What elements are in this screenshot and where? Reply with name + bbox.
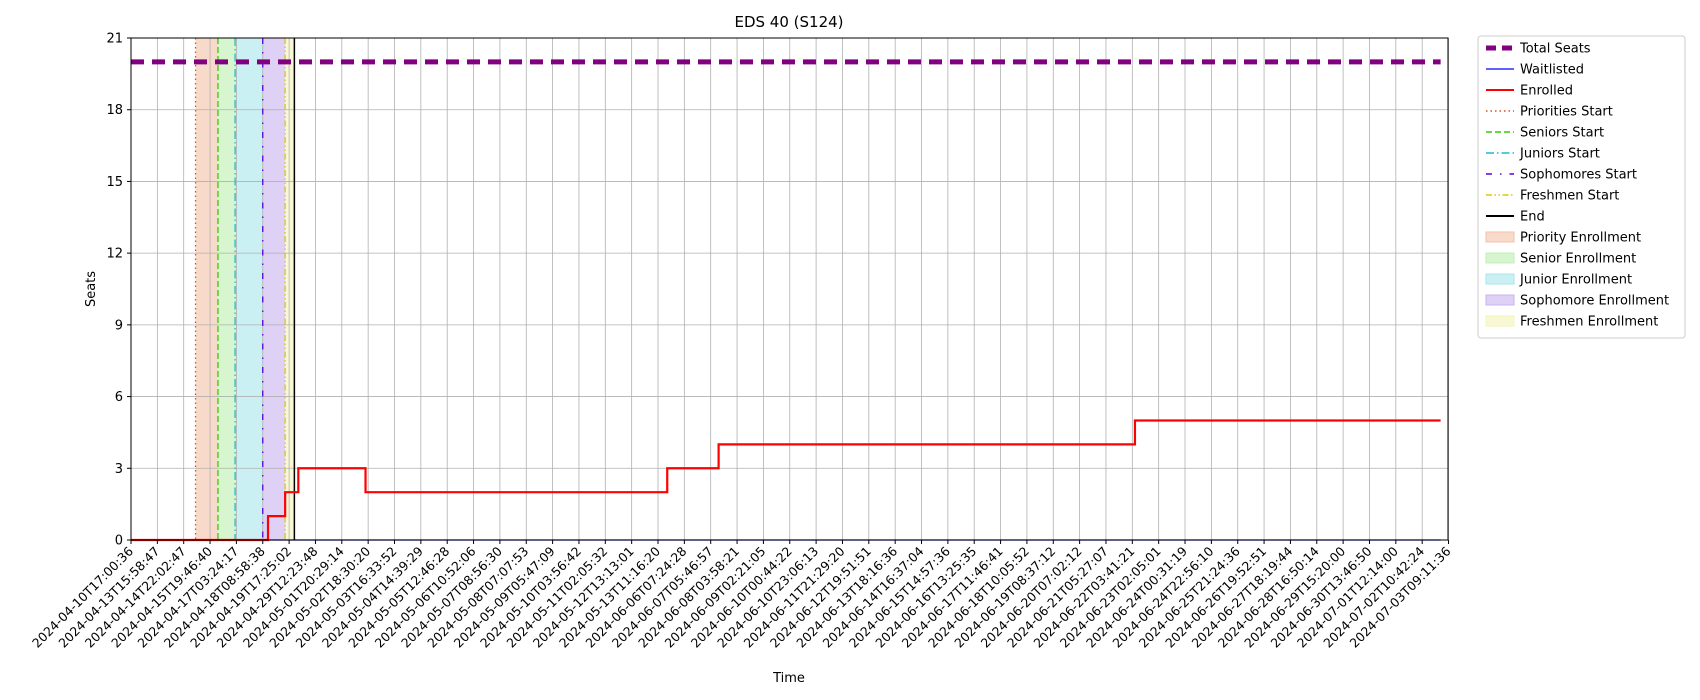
phase-start-lines bbox=[194, 38, 296, 540]
y-tick-label: 9 bbox=[115, 318, 123, 333]
legend-swatch bbox=[1485, 315, 1515, 327]
legend-label: Freshmen Enrollment bbox=[1520, 315, 1658, 330]
legend-label: Priorities Start bbox=[1520, 105, 1613, 120]
legend-label: Priority Enrollment bbox=[1520, 231, 1641, 246]
span-priority-enrollment bbox=[195, 38, 218, 540]
legend-swatch bbox=[1485, 252, 1515, 264]
legend: Total Seats Waitlisted Enrolled Priorities … bbox=[1477, 35, 1686, 339]
legend-label: Seniors Start bbox=[1520, 126, 1604, 141]
y-tick-label: 12 bbox=[106, 247, 123, 262]
span-sophomore-enrollment bbox=[262, 38, 286, 540]
legend-label: Juniors Start bbox=[1519, 147, 1600, 162]
span-freshmen-enrollment bbox=[285, 38, 295, 540]
legend-label: Senior Enrollment bbox=[1520, 252, 1636, 267]
x-axis-label: Time bbox=[772, 671, 805, 686]
y-tick-label: 21 bbox=[106, 32, 123, 47]
legend-frame bbox=[1477, 35, 1686, 339]
span-junior-enrollment bbox=[235, 38, 263, 540]
legend-label: Freshmen Start bbox=[1520, 189, 1619, 204]
legend-swatch bbox=[1485, 294, 1515, 306]
legend-label: Enrolled bbox=[1520, 84, 1573, 99]
y-tick-label: 3 bbox=[115, 462, 123, 477]
span-senior-enrollment bbox=[217, 38, 236, 540]
y-axis-label: Seats bbox=[84, 271, 99, 307]
series-enrolled bbox=[131, 419, 1441, 542]
y-tick-label: 0 bbox=[115, 534, 123, 549]
legend-label: Total Seats bbox=[1519, 42, 1591, 57]
y-axis-ticks: 0 3 6 9 12 15 18 21 bbox=[106, 32, 131, 549]
enrollment-spans bbox=[195, 38, 295, 540]
legend-label: Sophomore Enrollment bbox=[1520, 294, 1669, 309]
x-axis-ticks: 2024-04-10T17:00:362024-04-13T15:58:4720… bbox=[29, 540, 1454, 651]
chart-title: EDS 40 (S124) bbox=[734, 13, 843, 31]
legend-label: Sophomores Start bbox=[1520, 168, 1637, 183]
legend-label: Waitlisted bbox=[1520, 63, 1584, 78]
legend-swatch bbox=[1485, 273, 1515, 285]
legend-swatch bbox=[1485, 231, 1515, 243]
y-tick-label: 15 bbox=[106, 175, 123, 190]
y-tick-label: 18 bbox=[106, 103, 123, 118]
y-tick-label: 6 bbox=[115, 390, 123, 405]
legend-label: Junior Enrollment bbox=[1519, 273, 1632, 288]
legend-label: End bbox=[1520, 210, 1545, 225]
